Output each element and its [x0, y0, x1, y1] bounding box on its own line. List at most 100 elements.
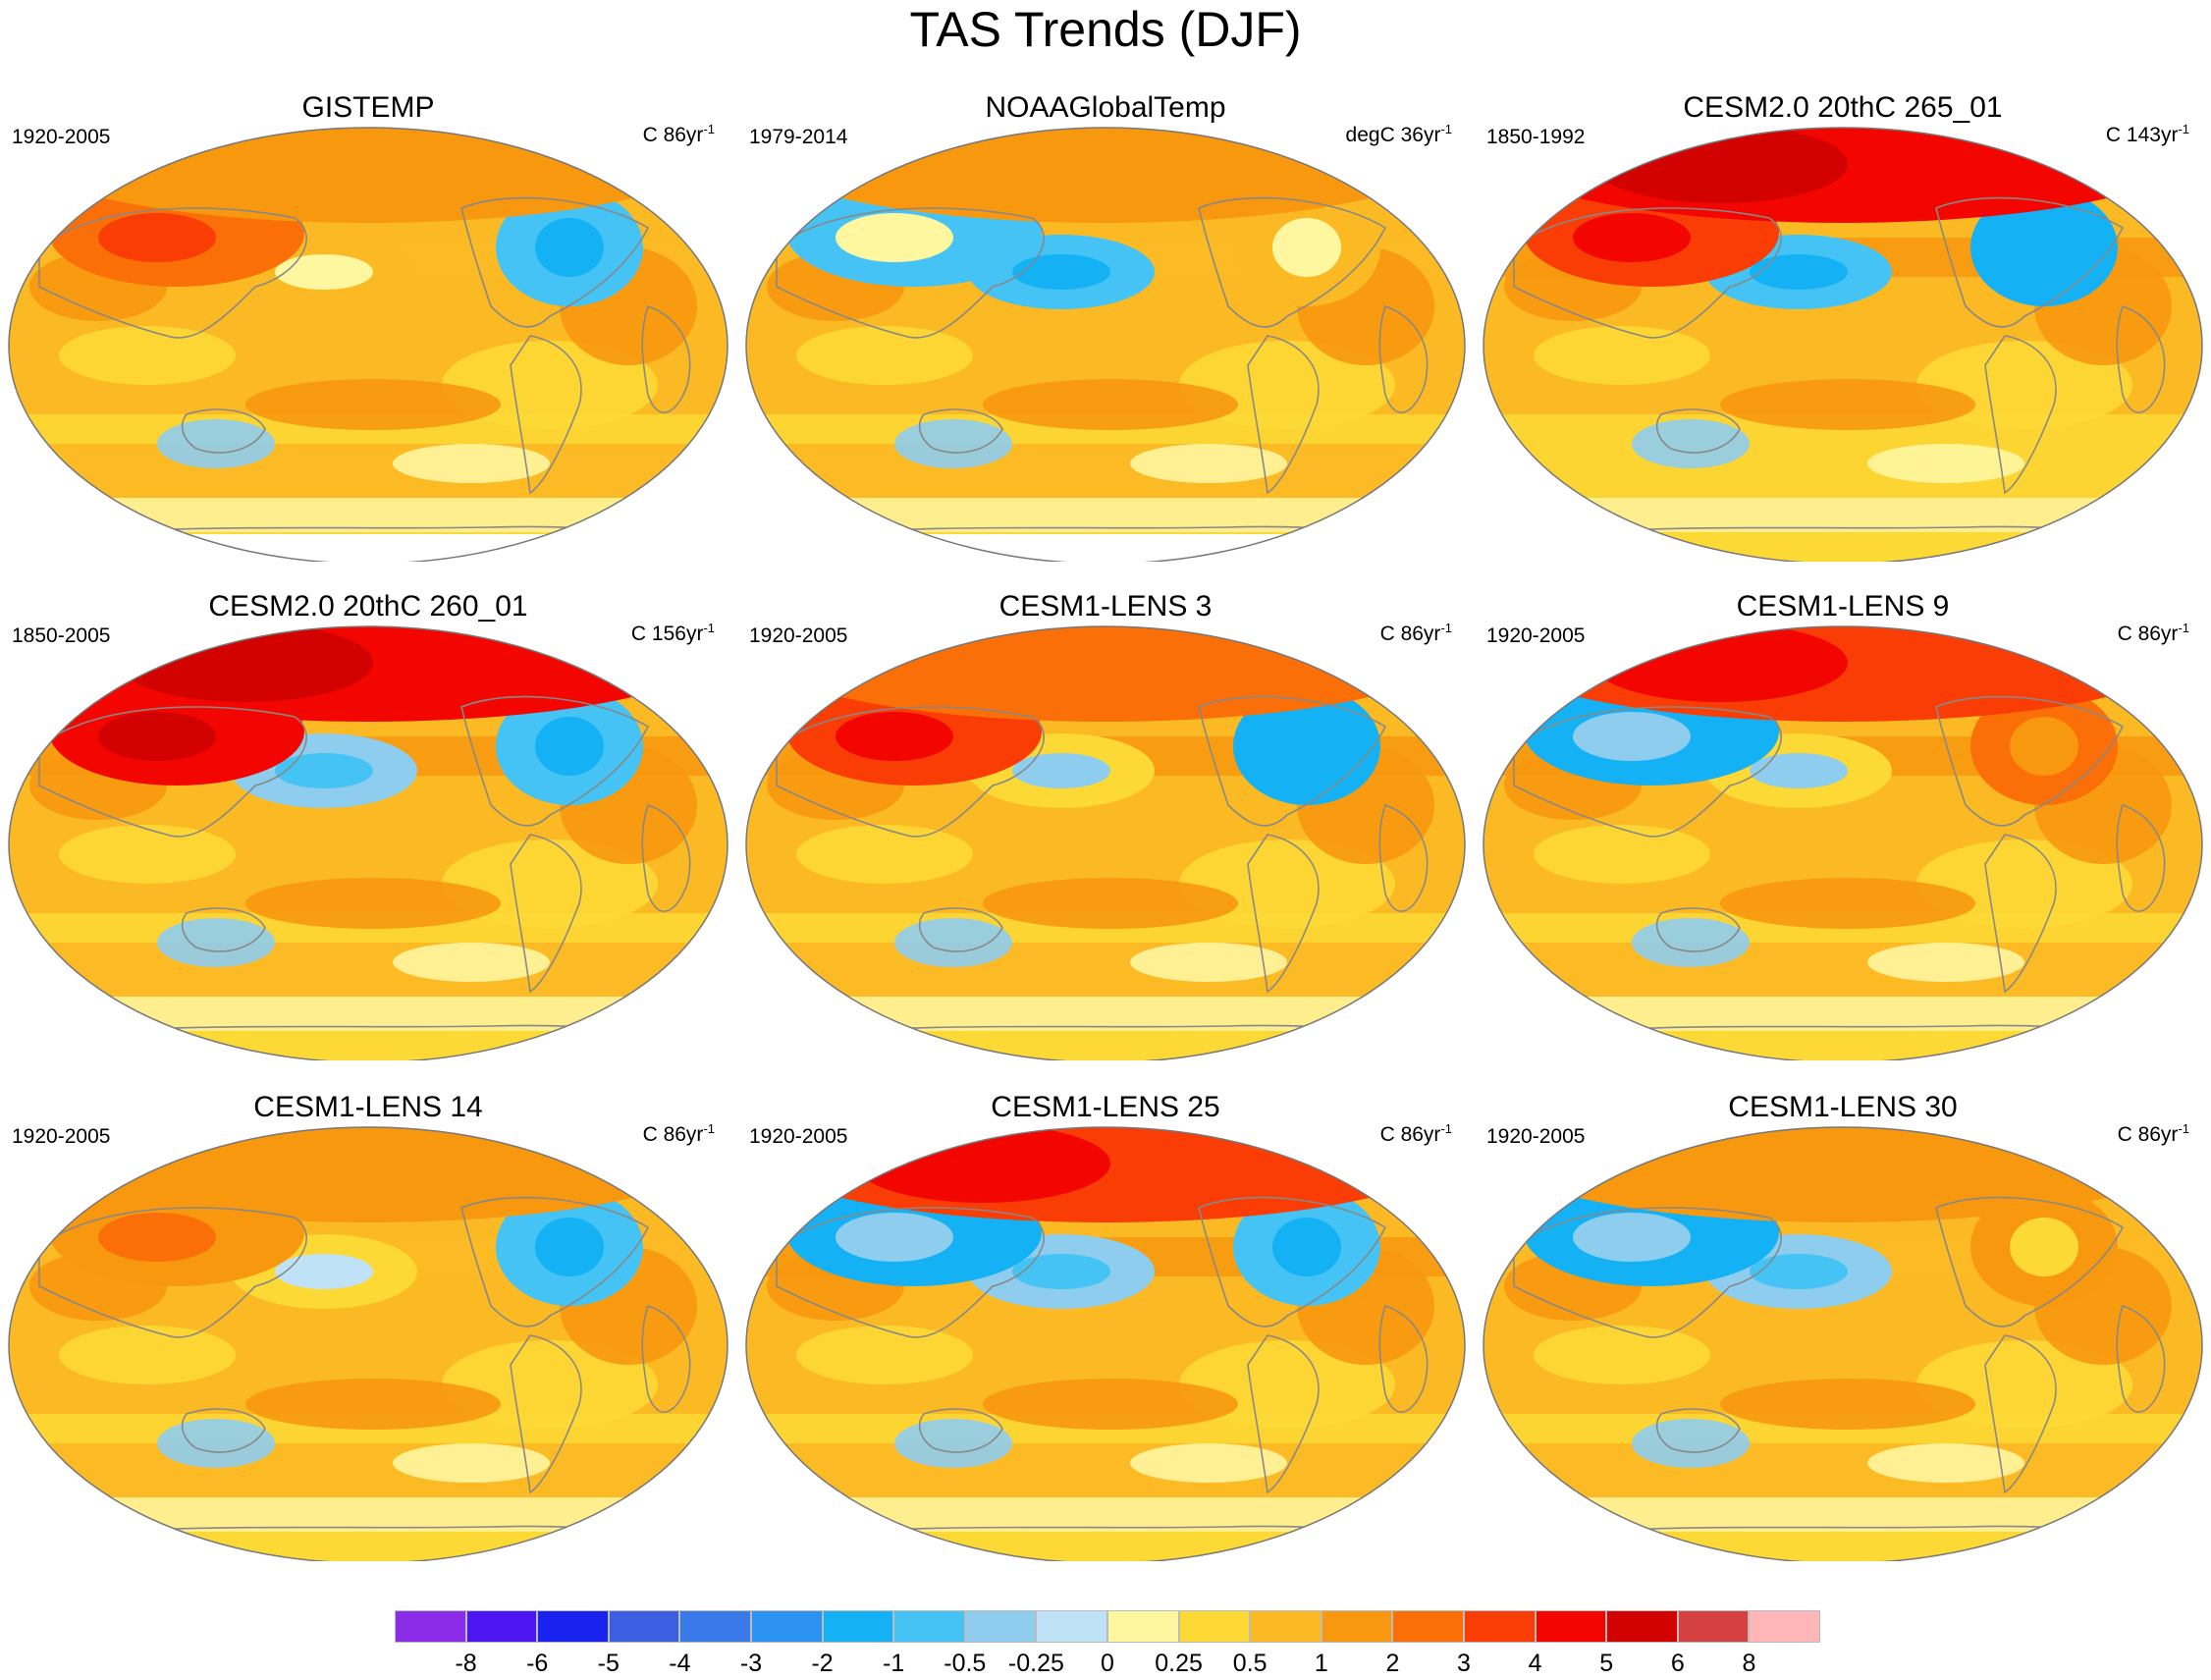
field-anomaly	[245, 878, 501, 929]
coastline	[641, 803, 691, 912]
coastline	[1935, 1196, 2125, 1328]
arctic-anomaly	[15, 128, 722, 223]
field-anomaly	[1867, 943, 2024, 982]
arctic-anomaly	[752, 626, 1459, 722]
north-pacific-core	[1750, 254, 1848, 290]
coastline	[181, 1408, 266, 1453]
panel-units: C 86yr-1	[1379, 1121, 1452, 1146]
map-panel: CESM2.0 20thC 260_01 1850-2005 C 156yr-1	[0, 589, 736, 1060]
latitude-band	[746, 943, 1465, 997]
robinson-map	[745, 625, 1466, 1060]
field-anomaly	[245, 1379, 501, 1430]
colorbar-box	[1464, 1610, 1536, 1643]
field-anomaly	[157, 419, 275, 468]
panel-units: C 86yr-1	[642, 122, 715, 146]
antarctic-band	[746, 1532, 1465, 1561]
panel-units: C 143yr-1	[2105, 122, 2189, 146]
map-panel: CESM1-LENS 25 1920-2005 C 86yr-1	[737, 1090, 1474, 1561]
north-america-core	[535, 218, 604, 277]
panel-title: CESM1-LENS 14	[253, 1091, 483, 1123]
map-border	[8, 1126, 728, 1561]
coastline	[1655, 1408, 1741, 1453]
north-pacific-core	[1750, 1254, 1848, 1289]
coastline	[1655, 907, 1741, 952]
coastline	[1655, 408, 1741, 454]
colorbar-tick-label: 2	[1385, 1650, 1400, 1677]
north-pacific-core	[1012, 753, 1110, 788]
field-anomaly	[983, 878, 1238, 929]
colorbar-box	[893, 1610, 965, 1643]
colorbar-tick-label: -6	[526, 1650, 549, 1677]
arctic-core	[855, 1127, 1110, 1203]
latitude-band	[1483, 943, 2202, 997]
north-pacific-core	[1012, 254, 1110, 290]
robinson-map	[8, 625, 728, 1060]
antarctic-band	[1483, 532, 2202, 562]
coastline	[1513, 1207, 1782, 1338]
coastline	[776, 1207, 1045, 1338]
robinson-map	[8, 1126, 728, 1561]
field-anomaly	[983, 379, 1238, 430]
map-border	[745, 127, 1466, 562]
colorbar-box	[1535, 1610, 1607, 1643]
field-anomaly	[393, 1443, 550, 1483]
map-panel: CESM1-LENS 14 1920-2005 C 86yr-1	[0, 1090, 736, 1561]
coastline	[2116, 304, 2166, 413]
latitude-band	[746, 444, 1465, 498]
coastline	[1198, 196, 1387, 328]
colorbar-tick-label: 0.25	[1155, 1650, 1203, 1677]
latitude-band	[9, 1443, 728, 1497]
colorbar-box	[465, 1610, 538, 1643]
field-anomaly	[393, 943, 550, 982]
colorbar-box	[751, 1610, 823, 1643]
north-america-core	[1272, 717, 1341, 776]
latitude-band	[746, 1443, 1465, 1497]
coastline	[460, 695, 650, 827]
colorbar-tick-label: -8	[455, 1650, 477, 1677]
map-panel: GISTEMP 1920-2005 C 86yr-1	[0, 90, 736, 562]
field-anomaly	[59, 1326, 236, 1384]
coastline	[181, 408, 266, 454]
coastline	[510, 335, 582, 495]
field-anomaly	[894, 918, 1012, 967]
field-anomaly	[1130, 444, 1287, 483]
field-anomaly	[1632, 918, 1750, 967]
field-anomaly	[1534, 825, 1710, 884]
robinson-map	[1483, 127, 2203, 562]
colorbar-tick-label: 6	[1670, 1650, 1685, 1677]
robinson-map	[8, 127, 728, 562]
coastline	[1935, 196, 2125, 328]
colorbar-box	[608, 1610, 680, 1643]
colorbar-tick-label: -0.5	[944, 1650, 987, 1677]
field-anomaly	[1867, 1443, 2024, 1483]
coastline	[510, 1334, 582, 1494]
coastline	[1378, 304, 1429, 413]
colorbar-tick-label: 4	[1528, 1650, 1542, 1677]
coastline	[776, 706, 1045, 838]
panel-units: C 86yr-1	[642, 1121, 715, 1146]
latitude-band	[746, 498, 1465, 537]
colorbar-box	[1178, 1610, 1251, 1643]
map-border	[745, 625, 1466, 1060]
eurasia-core	[1573, 213, 1691, 262]
colorbar-tick-label: 8	[1742, 1650, 1756, 1677]
coastline	[1378, 803, 1429, 912]
field-anomaly	[894, 419, 1012, 468]
missing-data	[9, 534, 728, 562]
latitude-band	[1483, 444, 2202, 498]
colorbar-box	[822, 1610, 894, 1643]
panel-title: CESM1-LENS 30	[1728, 1091, 1958, 1123]
coastline	[38, 1207, 307, 1338]
arctic-anomaly	[752, 128, 1459, 223]
colorbar-box	[1606, 1610, 1678, 1643]
map-panel: CESM1-LENS 9 1920-2005 C 86yr-1	[1475, 589, 2211, 1060]
map-panel: CESM1-LENS 30 1920-2005 C 86yr-1	[1475, 1090, 2211, 1561]
field-anomaly	[59, 825, 236, 884]
panel-title: CESM1-LENS 25	[991, 1091, 1220, 1123]
map-border	[745, 1126, 1466, 1561]
colorbar-tick-label: -3	[739, 1650, 763, 1677]
field-anomaly	[1534, 326, 1710, 385]
coastline	[2116, 803, 2166, 912]
colorbar-tick-label: -0.25	[1007, 1650, 1064, 1677]
map-border	[1483, 1126, 2203, 1561]
